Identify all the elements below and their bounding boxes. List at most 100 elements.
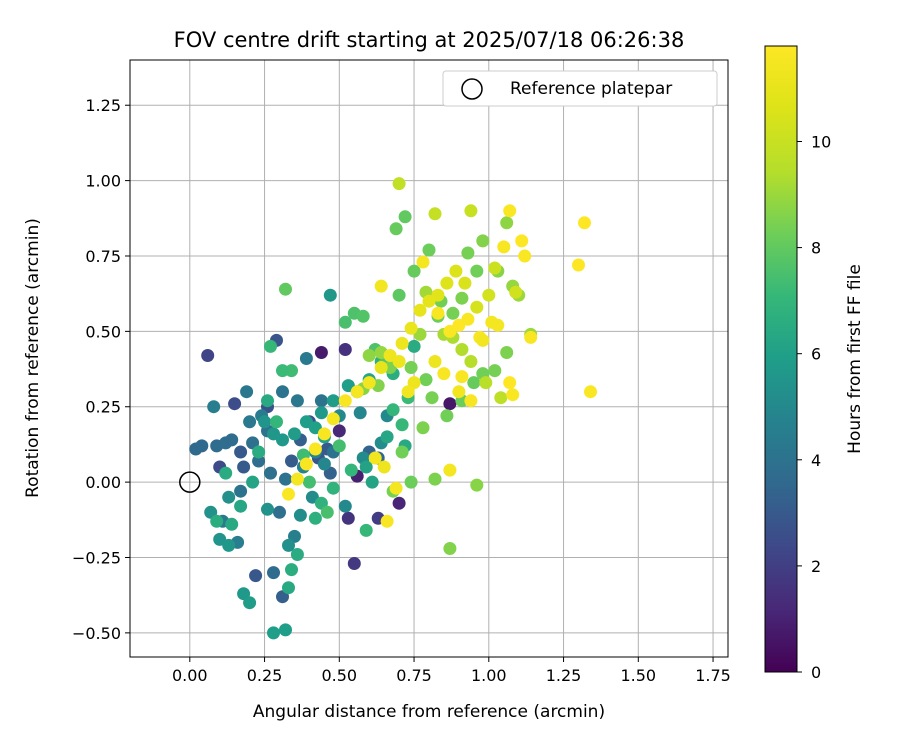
colorbar-tick-label: 4	[811, 451, 821, 470]
data-point	[446, 306, 460, 320]
data-point	[395, 418, 409, 432]
data-point	[389, 222, 403, 236]
x-tick-label: 1.25	[546, 666, 582, 685]
data-point	[264, 466, 277, 480]
data-point	[443, 463, 457, 477]
data-point	[431, 306, 445, 320]
data-point	[344, 463, 358, 477]
data-point	[407, 264, 421, 278]
data-point	[404, 321, 418, 335]
data-point	[237, 460, 251, 474]
y-axis-label: Rotation from reference (arcmin)	[23, 218, 43, 498]
x-tick-label: 0.25	[247, 666, 283, 685]
data-point	[464, 355, 478, 368]
data-point	[368, 451, 382, 465]
data-point	[458, 276, 472, 290]
data-point	[338, 394, 352, 408]
y-tick-label: −0.50	[72, 624, 121, 643]
colorbar-tick-label: 2	[811, 557, 821, 576]
data-point	[356, 309, 370, 323]
data-point	[476, 234, 490, 248]
data-point	[261, 502, 274, 516]
data-point	[470, 300, 484, 314]
data-point	[392, 355, 406, 368]
data-point	[443, 397, 457, 411]
data-point	[308, 442, 322, 456]
legend: Reference platepar	[442, 70, 718, 107]
data-point	[243, 596, 257, 610]
data-point	[282, 538, 295, 552]
data-point	[428, 355, 442, 368]
data-point	[464, 204, 478, 218]
data-point	[338, 499, 352, 513]
data-point	[416, 255, 430, 269]
data-point	[572, 258, 585, 272]
data-point	[249, 569, 263, 583]
data-point	[279, 282, 292, 296]
data-point	[428, 472, 442, 486]
colorbar-label: Hours from first FF file	[845, 264, 865, 454]
x-axis: 0.00 0.25 0.50 0.75 1.00 1.25 1.50 1.75	[172, 657, 731, 685]
data-point	[279, 623, 292, 637]
data-point	[422, 243, 436, 257]
data-point	[243, 415, 257, 429]
data-point	[479, 376, 493, 390]
data-point	[443, 542, 457, 555]
data-point	[404, 361, 418, 374]
data-point	[234, 499, 248, 513]
data-point	[374, 361, 388, 374]
data-point	[464, 394, 478, 408]
data-point	[270, 415, 283, 429]
data-point	[225, 433, 239, 447]
data-point	[282, 487, 295, 501]
data-point	[326, 412, 340, 426]
data-point	[392, 177, 406, 191]
legend-marker-open-circle-icon	[461, 78, 483, 100]
data-point	[347, 557, 361, 570]
data-point	[440, 409, 454, 423]
data-point	[314, 394, 328, 408]
data-point	[288, 427, 301, 441]
colorbar-tick-label: 0	[811, 663, 821, 682]
data-point	[290, 394, 304, 408]
data-point	[380, 514, 394, 528]
data-point	[578, 216, 591, 230]
legend-entry-reference: Reference platepar	[510, 79, 672, 99]
colorbar-tick-label: 8	[811, 239, 821, 258]
y-tick-label: 0.00	[85, 473, 121, 492]
plot-frame	[129, 59, 729, 658]
data-point	[491, 318, 505, 332]
data-point	[267, 566, 280, 580]
data-point	[362, 349, 376, 362]
data-point	[299, 352, 313, 365]
data-point	[219, 466, 233, 480]
data-point	[449, 264, 463, 278]
data-point	[506, 388, 520, 402]
data-point	[320, 505, 334, 519]
data-point	[500, 346, 514, 359]
data-point	[276, 433, 289, 447]
data-point	[461, 246, 475, 260]
data-point	[285, 454, 298, 468]
data-point	[470, 478, 484, 492]
colorbar: 0 2 4 6 8 10 Hours from first FF file	[764, 45, 865, 682]
data-point	[518, 249, 532, 263]
y-tick-label: −0.25	[72, 549, 121, 568]
data-point	[282, 581, 295, 595]
data-points	[189, 177, 597, 640]
data-point	[279, 472, 292, 486]
data-point	[201, 349, 215, 362]
data-point	[314, 346, 328, 359]
data-point	[222, 538, 236, 552]
data-point	[323, 288, 337, 302]
data-point	[326, 394, 340, 408]
data-point	[317, 427, 331, 441]
data-point	[359, 460, 373, 474]
x-tick-label: 1.00	[471, 666, 507, 685]
data-point	[264, 339, 277, 353]
data-point	[210, 514, 224, 528]
data-point	[299, 457, 313, 471]
data-point	[401, 385, 415, 399]
data-point	[234, 484, 248, 498]
